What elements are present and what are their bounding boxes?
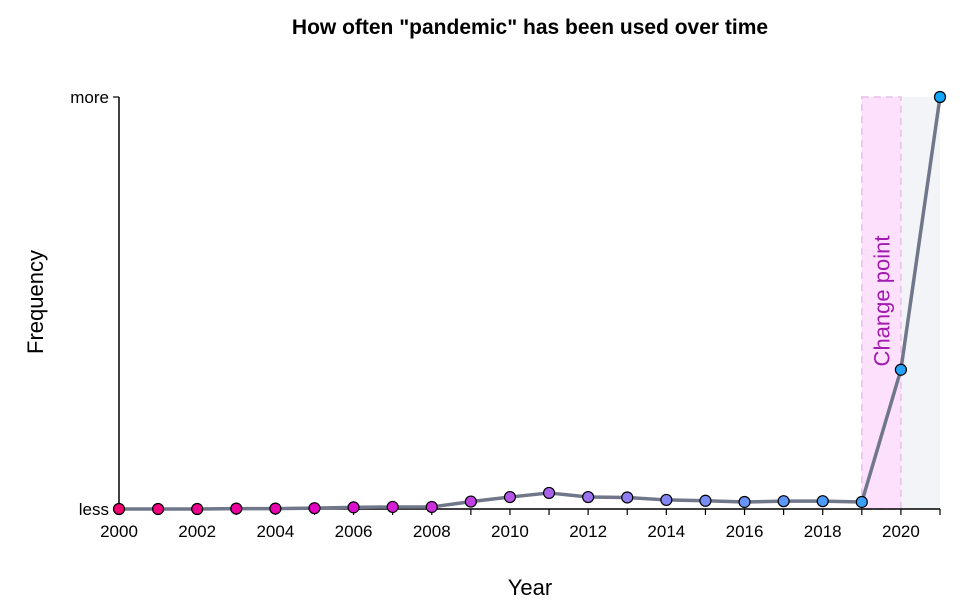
data-point [855,495,868,509]
x-tick-label: 2006 [335,522,373,541]
y-tick-label: more [70,88,109,107]
data-point [699,494,712,507]
area-layer [900,97,940,509]
data-point [269,502,282,515]
data-point [503,490,517,504]
series-line-layer [117,95,942,511]
x-tick-label: 2002 [178,522,216,541]
data-point [386,500,399,514]
x-tick-label: 2004 [256,522,294,541]
x-tick-label: 2010 [491,522,529,541]
post-change-area [900,97,940,509]
data-point [621,491,634,504]
data-point [738,495,751,509]
data-point [151,502,165,516]
data-point [425,500,438,514]
x-tick-label: 2014 [647,522,685,541]
data-point [582,490,595,504]
change-point-label: Change point [869,236,894,367]
data-point [347,501,360,514]
data-point [894,363,908,376]
data-point [308,502,321,515]
series-line [117,95,942,511]
x-tick-label: 2020 [882,522,920,541]
data-point [464,495,477,508]
x-axis-title: Year [508,575,552,600]
x-tick-label: 2012 [569,522,607,541]
change-point-annotation: Change point [861,96,902,510]
data-point [542,486,556,500]
x-tick-label: 2018 [804,522,842,541]
y-tick-label: less [79,500,109,519]
data-point [112,502,126,516]
data-point [660,493,673,507]
x-tick-label: 2008 [413,522,451,541]
x-tick-label: 2016 [726,522,764,541]
data-point [191,502,204,516]
x-axis-ticks: 2000 2002 2004 2006 2008 2010 2012 2014 2016 2018… [100,509,941,541]
y-axis-ticks: less more [70,88,119,519]
data-point [777,495,790,508]
chart-title: How often "pandemic" has been used over … [292,16,768,39]
data-point [230,502,243,515]
x-tick-label: 2000 [100,522,138,541]
series-points-layer [112,90,947,516]
data-point [816,495,829,508]
data-point [933,90,947,104]
axes: 2000 2002 2004 2006 2008 2010 2012 2014 2016 2018… [70,88,941,541]
y-axis-title: Frequency [23,250,48,354]
